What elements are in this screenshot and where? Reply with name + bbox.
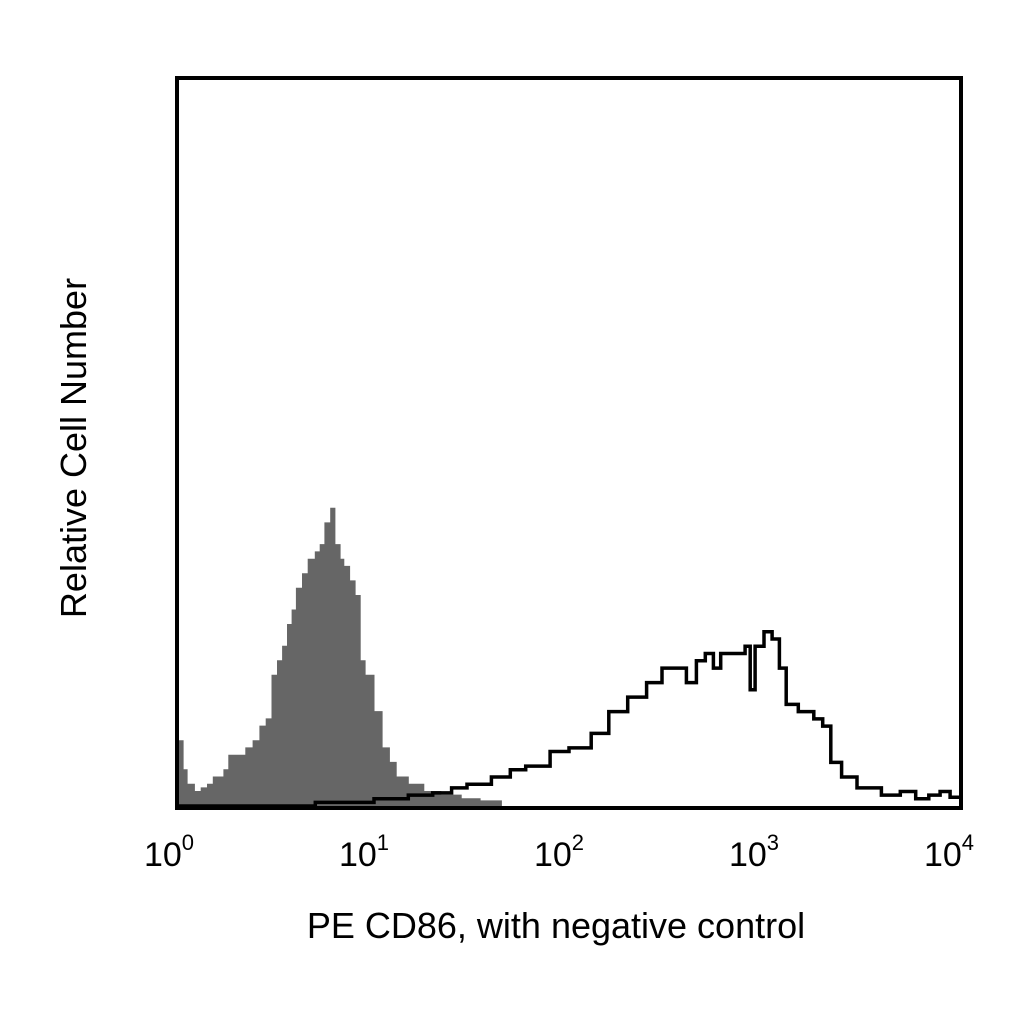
series-layer xyxy=(178,507,961,808)
x-tick-label: 100 xyxy=(144,830,194,874)
y-axis-label: Relative Cell Number xyxy=(53,278,94,618)
x-tick-label: 104 xyxy=(924,830,974,874)
x-axis-label: PE CD86, with negative control xyxy=(307,905,805,946)
x-axis-ticks: 100 101 102 103 104 xyxy=(144,830,974,874)
x-tick-label: 103 xyxy=(729,830,779,874)
x-tick-label: 102 xyxy=(534,830,584,874)
x-tick-label: 101 xyxy=(339,830,389,874)
plot-frame xyxy=(175,76,963,810)
negative-control-histogram xyxy=(178,507,502,807)
pe-cd86-histogram xyxy=(179,630,961,808)
